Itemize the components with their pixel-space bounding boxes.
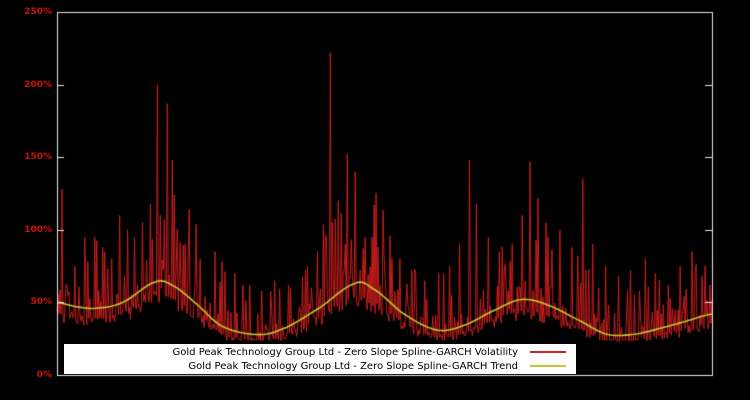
y-tick-label: 100% — [24, 224, 52, 235]
legend-row-volatility: Gold Peak Technology Group Ltd - Zero Sl… — [64, 345, 576, 359]
y-tick-label: 0% — [36, 370, 52, 380]
trend-line-sample-icon — [530, 365, 566, 367]
legend-box: Gold Peak Technology Group Ltd - Zero Sl… — [64, 344, 576, 374]
y-tick-label: 200% — [24, 79, 52, 90]
legend-row-trend: Gold Peak Technology Group Ltd - Zero Sl… — [64, 359, 576, 373]
legend-label-trend: Gold Peak Technology Group Ltd - Zero Sl… — [188, 360, 518, 372]
y-tick-label: 250% — [24, 7, 52, 17]
y-tick-label: 50% — [30, 297, 52, 308]
legend-label-volatility: Gold Peak Technology Group Ltd - Zero Sl… — [172, 346, 518, 358]
y-tick-label: 150% — [24, 152, 52, 163]
volatility-line-sample-icon — [530, 351, 566, 353]
